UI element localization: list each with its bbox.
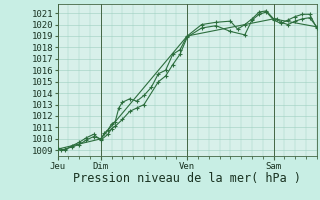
X-axis label: Pression niveau de la mer( hPa ): Pression niveau de la mer( hPa ) — [73, 172, 301, 185]
